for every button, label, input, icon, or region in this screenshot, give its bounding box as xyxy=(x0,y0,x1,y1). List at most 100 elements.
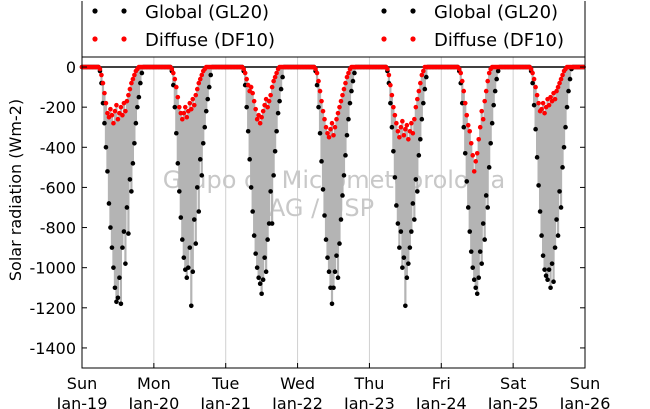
global-point-119 xyxy=(257,281,263,287)
diffuse-point-19 xyxy=(108,106,113,112)
global-point-275 xyxy=(491,102,496,108)
diffuse-point-224 xyxy=(415,96,420,102)
diffuse-point-271 xyxy=(485,78,490,84)
diffuse-point-32 xyxy=(127,86,133,92)
global-point-110 xyxy=(244,104,249,110)
global-point-181 xyxy=(350,78,356,84)
global-point-18 xyxy=(106,201,112,206)
global-point-318 xyxy=(555,233,561,238)
global-point-258 xyxy=(465,205,471,210)
diffuse-point-156 xyxy=(313,66,318,72)
diffuse-point-264 xyxy=(474,151,480,156)
global-point-28 xyxy=(121,229,127,234)
diffuse-point-304 xyxy=(534,92,540,98)
diffuse-point-258 xyxy=(465,122,471,128)
global-point-63 xyxy=(174,130,179,136)
global-point-32 xyxy=(127,177,133,182)
diffuse-point-160 xyxy=(319,98,324,104)
diffuse-point-313 xyxy=(548,94,553,100)
diffuse-point-65 xyxy=(177,104,182,110)
global-point-118 xyxy=(256,275,261,281)
global-point-214 xyxy=(400,265,405,270)
global-point-267 xyxy=(479,261,485,266)
legend: Global (GL20) Diffuse (DF10) Global (GL2… xyxy=(81,1,586,58)
global-point-167 xyxy=(329,301,335,307)
x-tick-day-2: Tue xyxy=(211,374,239,393)
diffuse-point-174 xyxy=(340,92,345,98)
diffuse-point-68 xyxy=(181,110,187,116)
diffuse-point-14 xyxy=(100,80,106,86)
diffuse-point-80 xyxy=(199,72,205,78)
global-point-268 xyxy=(480,221,486,226)
global-point-80 xyxy=(199,173,205,178)
diffuse-point-215 xyxy=(401,132,407,138)
y-tick-label-6: -1200 xyxy=(30,299,77,318)
global-point-177 xyxy=(344,132,350,138)
diffuse-point-321 xyxy=(560,72,565,78)
diffuse-point-126 xyxy=(268,92,273,98)
global-point-29 xyxy=(123,261,128,266)
diffuse-point-255 xyxy=(461,88,467,94)
global-point-317 xyxy=(554,217,559,222)
global-point-31 xyxy=(126,231,131,236)
y-tick-label-1: -200 xyxy=(40,98,76,117)
global-point-86 xyxy=(208,72,214,78)
global-point-163 xyxy=(323,237,329,242)
global-point-76 xyxy=(193,241,199,246)
legend-diffuse-label-2: Diffuse (DF10) xyxy=(434,30,564,51)
global-point-19 xyxy=(108,225,113,230)
global-point-37 xyxy=(135,104,140,110)
x-tick-date-3: Jan-22 xyxy=(271,394,323,409)
global-point-133 xyxy=(278,86,284,92)
global-point-220 xyxy=(409,229,414,234)
global-point-230 xyxy=(424,74,429,80)
diffuse-point-63 xyxy=(174,84,179,90)
diffuse-point-116 xyxy=(253,106,258,112)
x-tick-day-4: Thu xyxy=(353,374,384,393)
diffuse-point-268 xyxy=(480,116,486,122)
diffuse-point-114 xyxy=(250,90,255,96)
global-point-30 xyxy=(124,205,130,210)
legend-global-marker-2 xyxy=(381,8,416,14)
global-point-127 xyxy=(269,221,275,226)
y-tick-label-4: -800 xyxy=(40,219,76,238)
diffuse-point-226 xyxy=(418,80,423,86)
global-point-21 xyxy=(111,265,116,270)
legend-diffuse-label-1: Diffuse (DF10) xyxy=(145,30,275,51)
global-point-216 xyxy=(403,303,408,309)
global-point-78 xyxy=(196,209,202,214)
diffuse-point-318 xyxy=(555,84,561,90)
global-point-120 xyxy=(259,291,264,297)
global-point-302 xyxy=(531,102,537,108)
x-axis-ticks: SunJan-19MonJan-20TueJan-21WedJan-22ThuJ… xyxy=(56,363,611,409)
global-point-128 xyxy=(271,173,276,178)
x-tick-date-6: Jan-25 xyxy=(487,394,539,409)
diffuse-point-316 xyxy=(552,96,558,102)
diffuse-point-21 xyxy=(111,120,116,126)
global-point-85 xyxy=(206,84,212,90)
diffuse-point-159 xyxy=(317,88,323,94)
diffuse-point-308 xyxy=(540,100,546,106)
diffuse-point-76 xyxy=(193,92,199,98)
diffuse-point-228 xyxy=(421,68,426,74)
y-tick-label-0: 0 xyxy=(66,58,76,77)
global-point-255 xyxy=(461,124,467,130)
diffuse-point-119 xyxy=(257,120,263,126)
global-point-172 xyxy=(337,241,342,246)
diffuse-point-208 xyxy=(391,104,396,110)
global-point-114 xyxy=(250,209,255,214)
x-tick-date-7: Jan-26 xyxy=(559,394,611,409)
global-point-307 xyxy=(539,233,544,238)
global-point-40 xyxy=(139,70,145,76)
global-point-84 xyxy=(205,96,211,102)
global-point-129 xyxy=(272,149,278,154)
y-tick-label-7: -1400 xyxy=(30,339,77,358)
global-point-67 xyxy=(180,237,185,242)
diffuse-point-175 xyxy=(341,86,347,92)
diffuse-point-22 xyxy=(112,108,118,114)
global-point-17 xyxy=(105,169,110,174)
global-point-212 xyxy=(397,245,402,250)
diffuse-point-261 xyxy=(470,153,476,158)
global-point-311 xyxy=(545,277,550,283)
global-point-75 xyxy=(191,217,197,222)
